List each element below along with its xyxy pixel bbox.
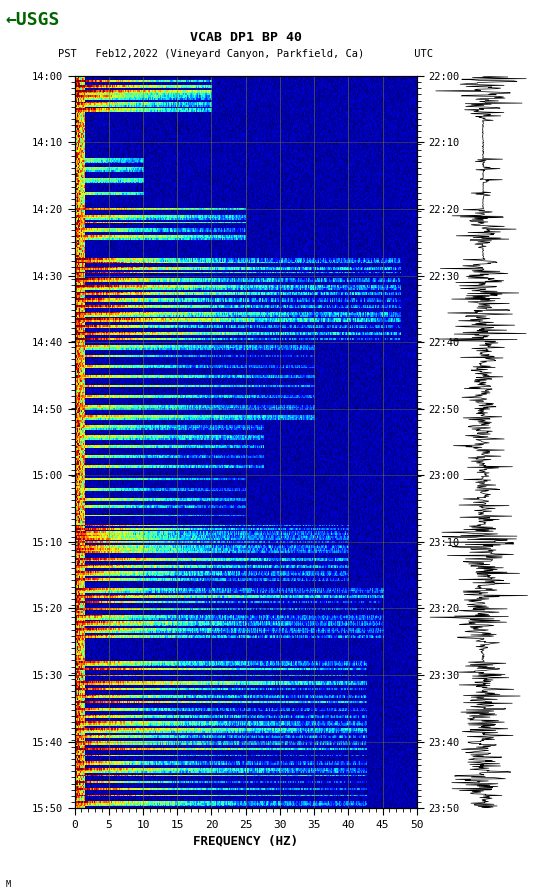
- Text: VCAB DP1 BP 40: VCAB DP1 BP 40: [190, 31, 301, 44]
- Text: M: M: [6, 880, 10, 889]
- Text: PST   Feb12,2022 (Vineyard Canyon, Parkfield, Ca)        UTC: PST Feb12,2022 (Vineyard Canyon, Parkfie…: [58, 48, 433, 59]
- X-axis label: FREQUENCY (HZ): FREQUENCY (HZ): [193, 834, 298, 847]
- Text: ←USGS: ←USGS: [6, 11, 60, 29]
